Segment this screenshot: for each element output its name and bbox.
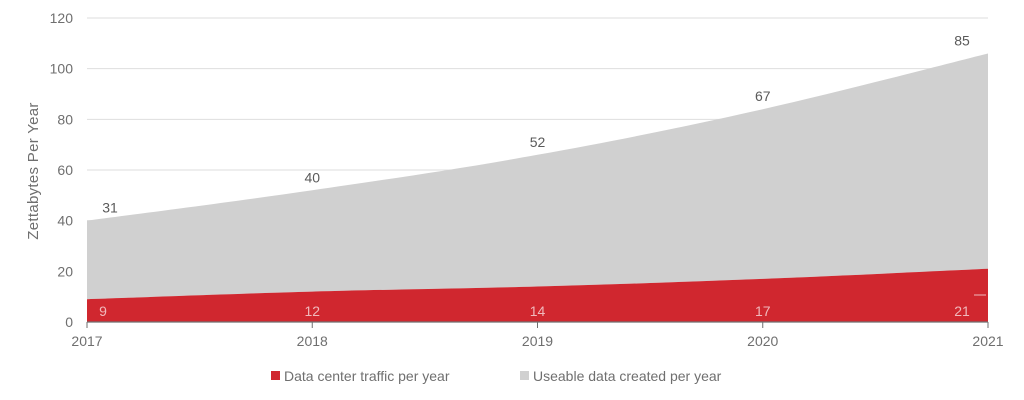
y-axis-label: Zettabytes Per Year (25, 102, 42, 239)
axes (86, 321, 989, 328)
x-tick-label: 2018 (297, 333, 328, 349)
data-label: 17 (755, 303, 771, 319)
legend-swatch (520, 371, 529, 380)
series-area-2 (87, 53, 988, 300)
tick-labels: 0 20 40 60 80 100 120 2017 2018 2019 2020 2021 (50, 10, 1004, 349)
y-tick-label: 80 (57, 111, 73, 127)
x-tick-label: 2021 (972, 333, 1003, 349)
data-label: 67 (755, 88, 771, 104)
data-label: 14 (530, 303, 546, 319)
legend: Data center traffic per year Useable data… (271, 368, 722, 384)
data-label: 31 (102, 200, 118, 216)
data-label: 40 (304, 169, 320, 185)
legend-swatch (271, 371, 280, 380)
data-labels: 9 12 14 17 21 31 40 52 67 85 (99, 32, 986, 319)
x-tick-label: 2019 (522, 333, 553, 349)
y-tick-label: 60 (57, 162, 73, 178)
data-label: 52 (530, 134, 546, 150)
data-label: 21 (954, 303, 970, 319)
legend-label: Useable data created per year (533, 368, 722, 384)
data-label: 9 (99, 303, 107, 319)
series-area-1 (87, 268, 988, 322)
data-label: 12 (304, 303, 320, 319)
areas (87, 53, 988, 322)
data-label: 85 (954, 32, 970, 48)
y-tick-label: 100 (50, 61, 74, 77)
y-tick-label: 120 (50, 10, 74, 26)
y-tick-label: 20 (57, 263, 73, 279)
x-tick-label: 2017 (71, 333, 102, 349)
y-tick-label: 40 (57, 213, 73, 229)
legend-label: Data center traffic per year (284, 368, 450, 384)
x-tick-label: 2020 (747, 333, 778, 349)
y-tick-label: 0 (65, 314, 73, 330)
